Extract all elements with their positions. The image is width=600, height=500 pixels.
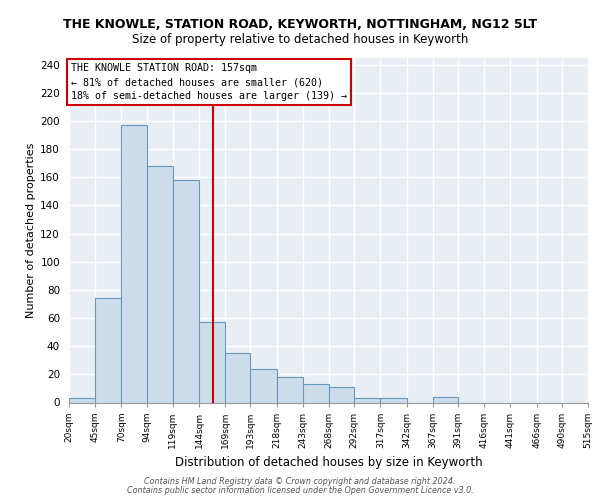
Bar xyxy=(225,353,250,403)
Text: THE KNOWLE, STATION ROAD, KEYWORTH, NOTTINGHAM, NG12 5LT: THE KNOWLE, STATION ROAD, KEYWORTH, NOTT… xyxy=(63,18,537,30)
Text: THE KNOWLE STATION ROAD: 157sqm
← 81% of detached houses are smaller (620)
18% o: THE KNOWLE STATION ROAD: 157sqm ← 81% of… xyxy=(71,63,347,101)
Text: Size of property relative to detached houses in Keyworth: Size of property relative to detached ho… xyxy=(132,34,468,46)
Y-axis label: Number of detached properties: Number of detached properties xyxy=(26,142,36,318)
Bar xyxy=(250,368,277,402)
Bar xyxy=(146,166,173,402)
Text: Contains HM Land Registry data © Crown copyright and database right 2024.: Contains HM Land Registry data © Crown c… xyxy=(144,477,456,486)
Bar xyxy=(121,125,146,402)
Bar xyxy=(277,377,303,402)
X-axis label: Distribution of detached houses by size in Keyworth: Distribution of detached houses by size … xyxy=(175,456,482,469)
Bar xyxy=(95,298,121,403)
Bar xyxy=(303,384,329,402)
Bar xyxy=(433,397,458,402)
Bar xyxy=(329,387,354,402)
Bar xyxy=(173,180,199,402)
Bar xyxy=(199,322,225,402)
Text: Contains public sector information licensed under the Open Government Licence v3: Contains public sector information licen… xyxy=(127,486,473,495)
Bar xyxy=(354,398,380,402)
Bar xyxy=(380,398,407,402)
Bar xyxy=(69,398,95,402)
